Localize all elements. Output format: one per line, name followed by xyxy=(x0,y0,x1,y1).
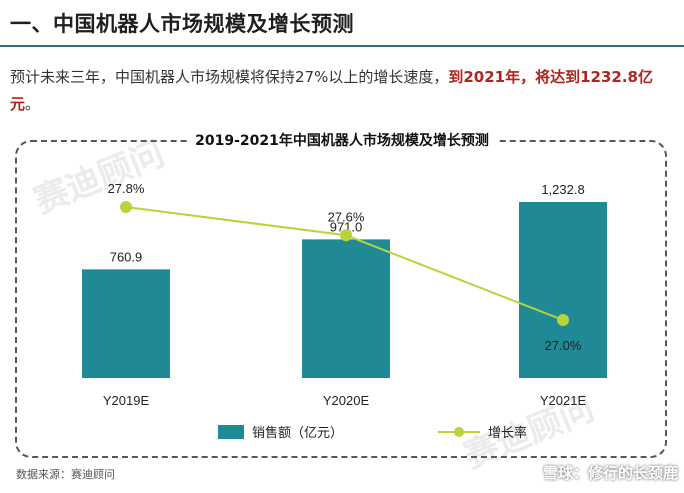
legend-marker-growth xyxy=(454,427,464,437)
bar-Y2019E xyxy=(82,269,170,378)
chart-title-text: 2019-2021年中国机器人市场规模及增长预测 xyxy=(187,133,497,149)
chart-title: 2019-2021年中国机器人市场规模及增长预测 xyxy=(0,130,684,150)
legend-label-sales: 销售额（亿元） xyxy=(252,425,343,441)
bar-Y2020E xyxy=(302,239,390,378)
legend-swatch-sales xyxy=(218,425,244,439)
intro-text: 预计未来三年，中国机器人市场规模将保持27%以上的增长速度， xyxy=(10,68,449,86)
bar-value-label: 1,232.8 xyxy=(541,182,584,197)
intro-paragraph: 预计未来三年，中国机器人市场规模将保持27%以上的增长速度，到2021年，将达到… xyxy=(10,64,674,118)
growth-value-label: 27.0% xyxy=(545,338,582,353)
intro-highlight-value: 1232.8亿元 xyxy=(10,68,653,113)
growth-point xyxy=(120,201,132,213)
bar-value-label: 760.9 xyxy=(110,249,143,264)
growth-value-label: 27.8% xyxy=(108,181,145,196)
growth-point xyxy=(340,229,352,242)
legend-label-growth: 增长率 xyxy=(488,425,527,441)
title-underline xyxy=(0,45,684,47)
category-label: Y2019E xyxy=(103,393,150,408)
intro-end: 。 xyxy=(25,95,41,113)
bar-value-label: 971.0 xyxy=(330,219,363,234)
data-source: 数据来源：赛迪顾问 xyxy=(16,468,115,481)
intro-highlight-year: 到2021年，将达到 xyxy=(448,68,581,86)
footer-watermark: 雪球：修行的长颈鹿 xyxy=(542,464,678,482)
page-title: 一、中国机器人市场规模及增长预测 xyxy=(10,12,354,36)
growth-point xyxy=(557,314,569,326)
bar-Y2021E xyxy=(519,202,607,378)
category-label: Y2021E xyxy=(540,393,587,408)
category-label: Y2020E xyxy=(323,393,370,408)
growth-value-label: 27.6% xyxy=(328,209,365,224)
